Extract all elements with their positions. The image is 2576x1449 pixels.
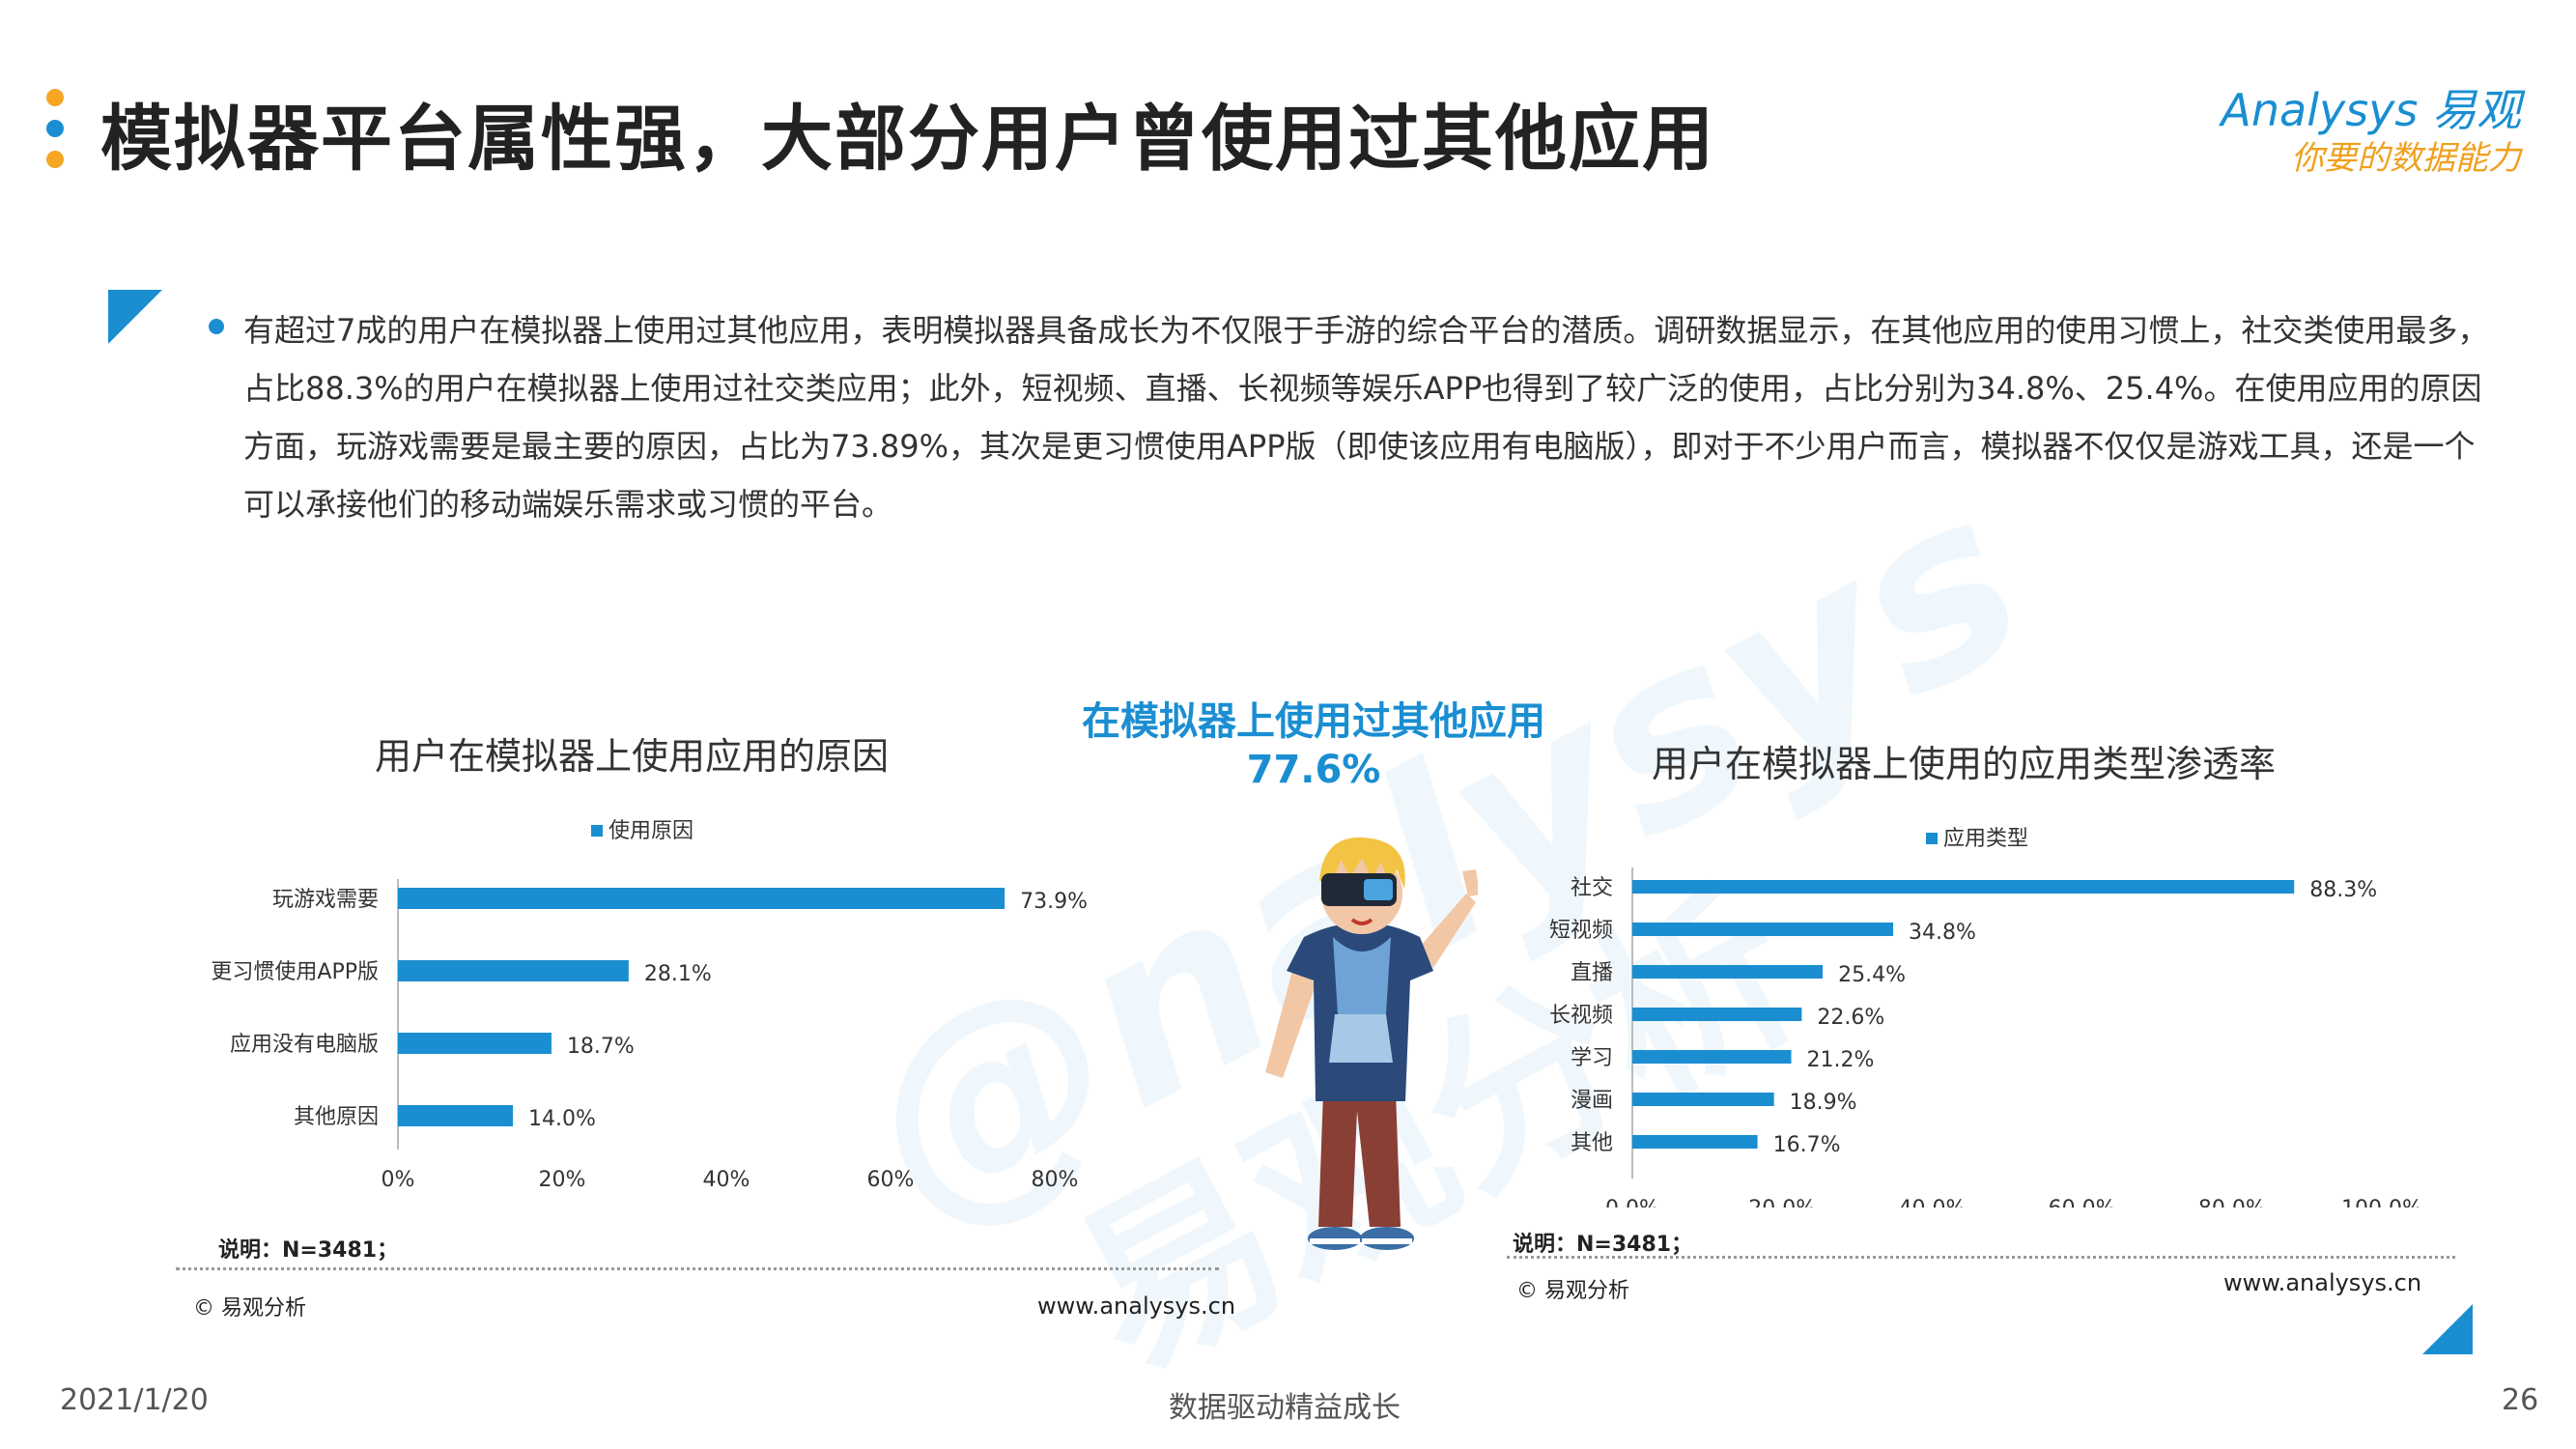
left-legend-label: 使用原因 [609,819,694,843]
analysys-logo: Analysys 易观 你要的数据能力 [2212,75,2531,182]
data-label: 18.9% [1790,1091,1857,1115]
vr-person-illustration [1265,837,1478,1250]
intro-paragraph: 有超过7成的用户在模拟器上使用过其他应用，表明模拟器具备成长为不仅限于手游的综合… [243,312,2489,523]
bar [1632,965,1824,979]
tick-label: 80% [1032,1168,1079,1192]
data-label: 18.7% [567,1035,635,1059]
center-callout: 在模拟器上使用过其他应用 77.6% [1062,697,1565,794]
bar [398,1105,513,1126]
right-source-url: www.analysys.cn [2223,1269,2422,1296]
right-divider [1507,1256,2455,1259]
category-label: 应用没有电脑版 [230,1033,379,1057]
tick-label: 80.0% [2198,1197,2266,1208]
title-dot [46,120,64,137]
tick-label: 60.0% [2049,1197,2116,1208]
bar [1632,1135,1758,1149]
tick-label: 40% [703,1168,750,1192]
bar [398,960,629,981]
bar [398,888,1005,909]
left-bar-chart: 玩游戏需要 73.9% 更习惯使用APP版 28.1% 应用没有电脑版 18.7% 其他原因… [211,879,1088,1192]
tick-label: 0% [382,1168,415,1192]
left-copyright: © 易观分析 [193,1296,306,1321]
tick-label: 60% [867,1168,915,1192]
category-label: 社交 [1571,876,1613,900]
bullet-icon [209,319,224,334]
data-label: 88.3% [2309,878,2377,902]
right-bar-chart: 社交 88.3% 短视频 34.8% 直播 25.4% 长视频 22.6% 学习 21.2% 漫画 1… [1549,867,2422,1208]
tick-label: 20.0% [1748,1197,1816,1208]
right-copyright: © 易观分析 [1516,1279,1629,1303]
data-label: 22.6% [1817,1006,1884,1030]
corner-triangle-icon [2422,1304,2473,1354]
right-chart-note: 说明：N=3481； [1513,1233,1693,1257]
data-label: 73.9% [1020,890,1088,914]
right-legend-label: 应用类型 [1943,827,2029,851]
corner-triangle-icon [108,290,162,344]
tick-label: 0.0% [1605,1197,1659,1208]
footer-date: 2021/1/20 [60,1383,209,1417]
category-label: 学习 [1571,1046,1613,1070]
left-chart-title: 用户在模拟器上使用应用的原因 [375,735,890,778]
tick-label: 40.0% [1898,1197,1966,1208]
category-label: 玩游戏需要 [272,888,379,912]
bar [1632,880,2295,894]
page-number: 26 [2502,1383,2539,1417]
center-callout-title: 在模拟器上使用过其他应用 [1082,699,1545,744]
left-chart-legend: 使用原因 [591,813,694,844]
right-chart-legend: 应用类型 [1926,821,2028,852]
category-label: 短视频 [1549,919,1613,943]
title-dots [46,89,66,182]
footer-slogan: 数据驱动精益成长 [1169,1391,1401,1425]
left-chart-note: 说明：N=3481； [218,1238,399,1263]
data-label: 16.7% [1773,1133,1841,1157]
bar [1632,1093,1774,1106]
category-label: 其他原因 [294,1105,379,1129]
tick-label: 100.0% [2341,1197,2422,1208]
title-dot [46,151,64,168]
logo-main-text: Analysys 易观 [2221,84,2521,136]
legend-swatch-icon [1926,833,1938,844]
bar [1632,923,1894,936]
category-label: 更习惯使用APP版 [211,960,379,984]
category-label: 长视频 [1549,1004,1613,1028]
page-title: 模拟器平台属性强，大部分用户曾使用过其他应用 [100,98,1715,181]
data-label: 21.2% [1807,1048,1875,1072]
legend-swatch-icon [591,825,603,837]
data-label: 34.8% [1909,921,1976,945]
data-label: 14.0% [528,1107,596,1131]
data-label: 25.4% [1838,963,1906,987]
right-chart-title: 用户在模拟器上使用的应用类型渗透率 [1652,743,2277,785]
category-label: 直播 [1571,961,1613,985]
center-callout-value: 77.6% [1246,748,1381,792]
category-label: 漫画 [1571,1089,1613,1113]
bar [1632,1008,1802,1021]
logo-slogan: 你要的数据能力 [2291,139,2521,178]
category-label: 其他 [1571,1131,1613,1155]
left-source-url: www.analysys.cn [1037,1293,1236,1320]
bar [398,1033,552,1054]
title-dot [46,89,64,106]
bar [1632,1050,1792,1064]
tick-label: 20% [539,1168,586,1192]
left-divider [176,1267,1219,1270]
data-label: 28.1% [644,962,712,986]
